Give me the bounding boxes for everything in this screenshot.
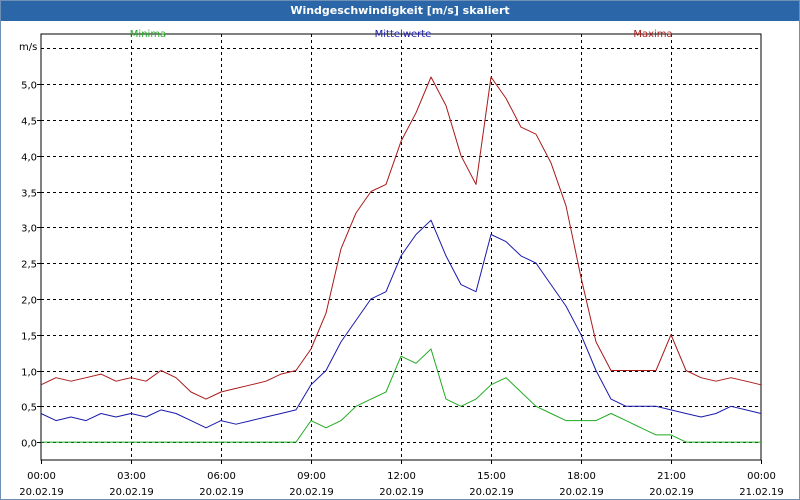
y-tick-label: 3,5	[21, 189, 37, 200]
legend: Minima Mittelwerte Maxima	[130, 29, 673, 40]
legend-minima: Minima	[130, 29, 166, 40]
y-tick-label: 4,0	[21, 153, 37, 164]
y-tick-label: 0,0	[21, 439, 37, 450]
series-line-maxima	[40, 76, 762, 400]
x-tick-date: 20.02.19	[289, 487, 334, 498]
y-tick-label: 4,5	[21, 117, 37, 128]
x-tick-time: 06:00	[207, 471, 236, 482]
x-tick-date: 20.02.19	[19, 487, 64, 498]
x-tick-time: 15:00	[477, 471, 506, 482]
y-tick-label: 2,0	[21, 296, 37, 307]
x-tick-time: 00:00	[27, 471, 56, 482]
y-tick-label: 3,0	[21, 224, 37, 235]
series-line-mittelwerte	[40, 219, 762, 429]
x-tick-time: 00:00	[747, 471, 776, 482]
series-lines	[40, 76, 762, 443]
x-tick-date: 20.02.19	[109, 487, 154, 498]
x-tick-date: 20.02.19	[469, 487, 514, 498]
x-tick-date: 20.02.19	[379, 487, 424, 498]
series-line-minima	[41, 348, 761, 443]
x-tick-time: 03:00	[117, 471, 146, 482]
x-tick-time: 21:00	[657, 471, 686, 482]
y-tick-label: 5,0	[21, 81, 37, 92]
y-axis-label: m/s	[19, 42, 37, 53]
x-tick-time: 12:00	[387, 471, 416, 482]
y-tick-label: 2,5	[21, 260, 37, 271]
axis-labels: 0,0 0,5 1,0 1,5 2,0 2,5 3,0 3,5 4,0 4,5 5,0 m/s 00:0…	[19, 42, 784, 498]
window-title: Windgeschwindigkeit [m/s] skaliert	[1, 1, 799, 21]
x-tick-time: 18:00	[567, 471, 596, 482]
y-tick-label: 1,5	[21, 332, 37, 343]
x-tick-time: 09:00	[297, 471, 326, 482]
y-tick-label: 0,5	[21, 403, 37, 414]
y-tick-label: 1,0	[21, 368, 37, 379]
x-tick-date: 20.02.19	[559, 487, 604, 498]
legend-maxima: Maxima	[633, 29, 672, 40]
legend-mittelwerte: Mittelwerte	[375, 29, 432, 40]
grid-lines	[41, 34, 761, 460]
x-tick-date: 20.02.19	[649, 487, 694, 498]
x-tick-date: 20.02.19	[199, 487, 244, 498]
x-tick-date: 21.02.19	[739, 487, 784, 498]
